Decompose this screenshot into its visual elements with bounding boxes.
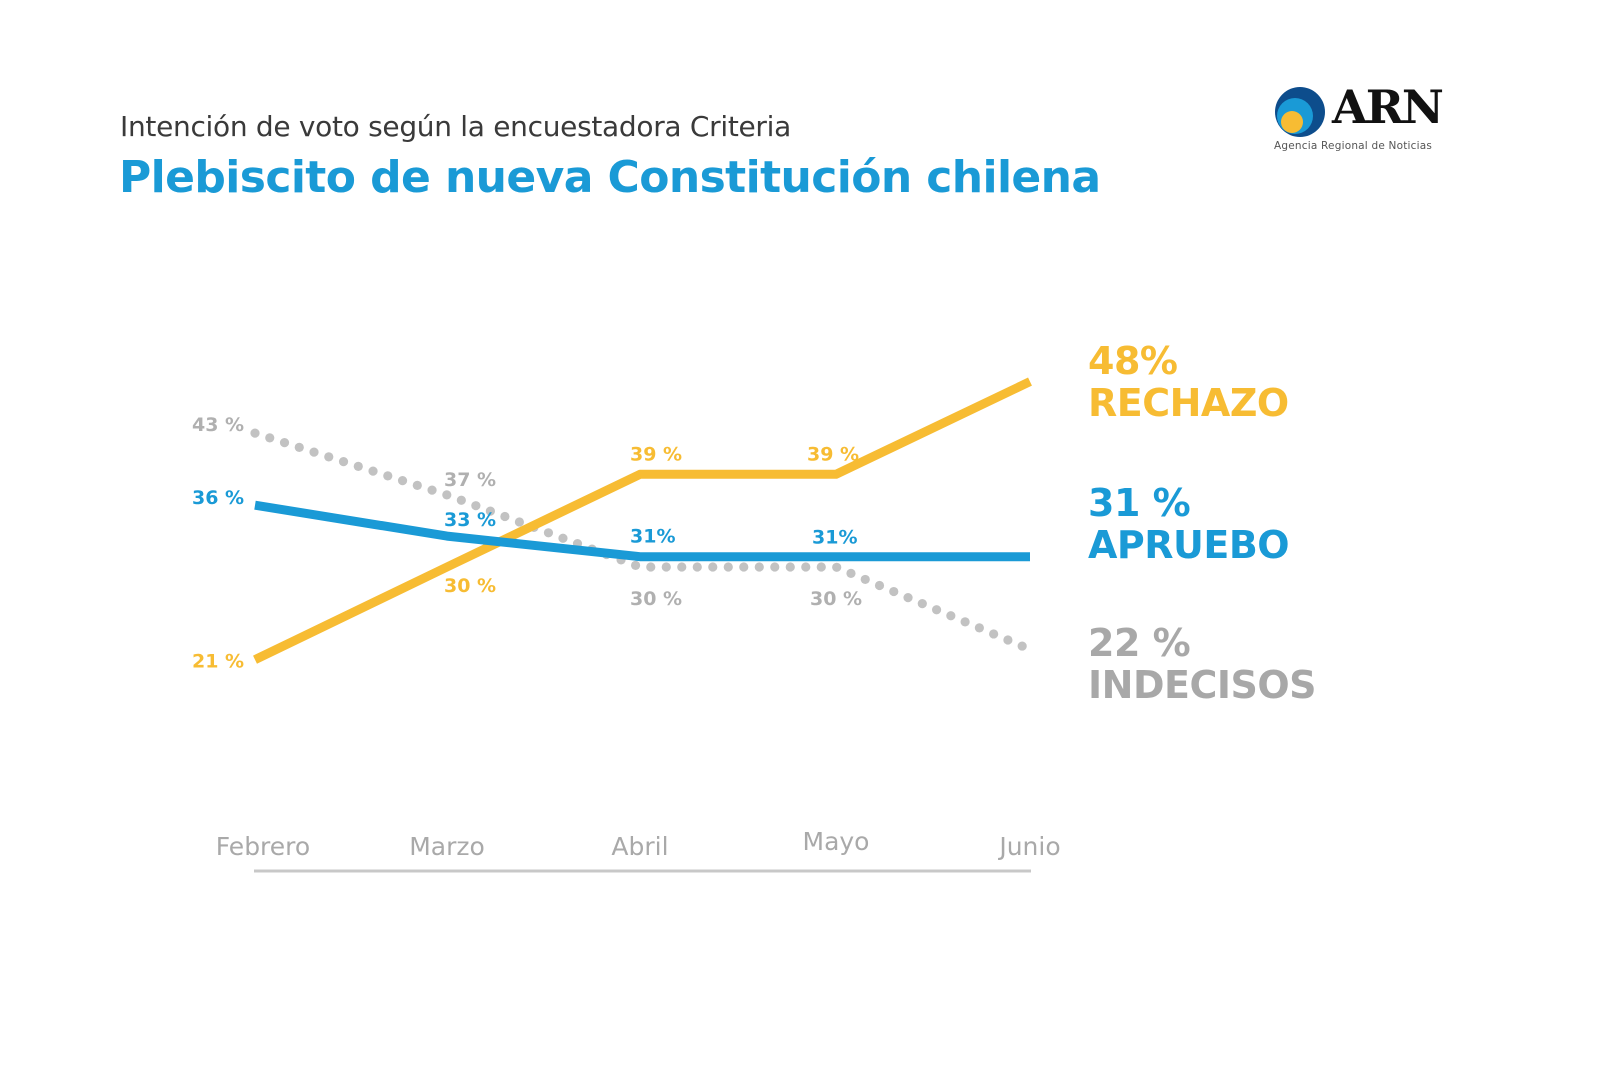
indecisos-dot [931,605,942,615]
apruebo-point-label: 36 % [192,487,244,509]
concentric-circles-logo-icon [1275,87,1325,137]
x-axis: Febrero Marzo Abril Mayo Junio [216,827,1061,873]
indecisos-dot [543,528,554,538]
indecisos-dot [1003,635,1013,645]
apruebo-point-label: 31% [812,527,857,549]
indecisos-dot [739,562,749,572]
apruebo-legend-label: APRUEBO [1088,523,1290,567]
indecisos-dot [960,617,970,627]
indecisos-dot [816,562,826,572]
indecisos-point-label: 37 % [444,469,496,491]
indecisos-dot [1017,641,1027,651]
indecisos-dot [785,562,795,572]
indecisos-dot [677,562,687,572]
indecisos-dot [500,511,510,522]
indecisos-dot [692,562,702,572]
indecisos-dot [250,428,260,438]
rechazo-point-label: 21 % [192,651,244,673]
indecisos-legend-label: INDECISOS [1088,663,1317,707]
indecisos-dot [265,433,275,443]
point-label-layer: 21 % 30 % 39 % 39 % 36 % 33 % 31% 31% 43 % 37 % 30… [192,414,862,673]
indecisos-dot [661,562,671,572]
indecisos-dot [324,452,334,462]
legend-item-apruebo: 31 % APRUEBO [1088,481,1290,567]
rechazo-point-label: 39 % [630,443,682,465]
indecisos-dot [723,562,733,572]
indecisos-dot [646,562,656,572]
indecisos-dot [442,490,452,500]
series-layer [250,377,1032,664]
indecisos-dot [383,471,393,481]
indecisos-point-label: 43 % [192,414,244,436]
indecisos-dot [846,568,856,578]
apruebo-series-line [254,500,1030,562]
rechazo-legend-label: RECHAZO [1088,381,1289,425]
indecisos-point-label: 30 % [810,588,862,610]
indecisos-dot [294,442,304,452]
indecisos-dot [874,580,885,591]
apruebo-point-label: 31% [630,526,675,548]
indecisos-dot [338,456,349,467]
rechazo-series-line [253,377,1032,664]
indecisos-dot [832,562,842,572]
chart-subtitle: Intención de voto según la encuestadora … [120,110,791,143]
rechazo-point-label: 39 % [807,443,859,465]
indecisos-dot [903,592,913,603]
indecisos-dot [368,466,378,476]
indecisos-dot [279,437,290,448]
legend-item-rechazo: 48% RECHAZO [1088,340,1289,424]
apruebo-final-value: 31 % [1088,481,1191,525]
x-tick-label: Abril [611,832,668,861]
indecisos-dot [630,560,641,570]
apruebo-point-label: 33 % [444,509,496,531]
indecisos-series-line [250,428,1027,651]
indecisos-final-value: 22 % [1088,621,1191,665]
indecisos-dot [889,586,899,597]
indecisos-dot [485,506,495,516]
indecisos-dot [558,533,568,543]
indecisos-dot [471,501,481,511]
x-tick-label: Mayo [803,827,870,856]
indecisos-dot [397,475,408,486]
indecisos-dot [989,629,999,639]
indecisos-dot [770,562,780,572]
indecisos-dot [860,574,870,585]
indecisos-point-label: 30 % [630,588,682,610]
logo-wordmark: ARN [1332,80,1444,134]
x-tick-label: Junio [997,832,1060,861]
indecisos-dot [946,611,956,621]
indecisos-dot [456,495,466,505]
indecisos-dot [708,562,718,572]
rechazo-point-label: 30 % [444,575,496,597]
indecisos-dot [754,562,764,572]
indecisos-dot [427,485,437,495]
legend-item-indecisos: 22 % INDECISOS [1088,621,1317,707]
indecisos-dot [917,599,927,609]
indecisos-dot [514,517,525,527]
x-tick-label: Marzo [409,832,485,861]
indecisos-dot [974,623,984,633]
indecisos-dot [309,447,319,457]
indecisos-dot [353,461,363,471]
chart-title: Plebiscito de nueva Constitución chilena [119,152,1101,203]
x-tick-label: Febrero [216,832,310,861]
arn-logo: ARN Agencia Regional de Noticias [1274,80,1454,156]
indecisos-dot [801,562,811,572]
logo-tagline: Agencia Regional de Noticias [1274,140,1433,152]
indecisos-dot [412,480,422,490]
rechazo-final-value: 48% [1088,339,1178,383]
